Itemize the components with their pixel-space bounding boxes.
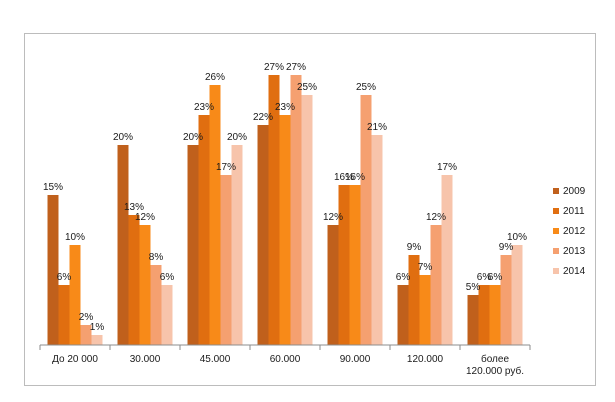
x-tick-label-3: 60.000 xyxy=(270,354,301,365)
value-label-2011-3: 27% xyxy=(264,62,284,73)
bar-2013-2 xyxy=(220,175,232,345)
bar-2009-2 xyxy=(187,145,199,345)
bar-2011-4 xyxy=(338,185,350,345)
bar-2012-6 xyxy=(489,285,501,345)
value-label-2012-2: 26% xyxy=(205,72,225,83)
bar-2014-6 xyxy=(511,245,523,345)
bar-2011-2 xyxy=(198,115,210,345)
bar-2012-1 xyxy=(139,225,151,345)
bar-2009-4 xyxy=(327,225,339,345)
bar-2012-2 xyxy=(209,85,221,345)
legend-swatch-2012 xyxy=(553,228,559,234)
bar-2013-0 xyxy=(80,325,92,345)
bar-2013-4 xyxy=(360,95,372,345)
bar-2011-5 xyxy=(408,255,420,345)
value-label-2014-0: 1% xyxy=(90,322,105,333)
bar-2009-0 xyxy=(47,195,59,345)
bar-2013-6 xyxy=(500,255,512,345)
x-tick-label-6: 120.000 руб. xyxy=(466,365,524,377)
legend-swatch-2013 xyxy=(553,248,559,254)
legend-swatch-2011 xyxy=(553,208,559,214)
value-label-2013-2: 17% xyxy=(216,162,236,173)
value-label-2014-4: 21% xyxy=(367,122,387,133)
value-label-2011-5: 9% xyxy=(407,242,422,253)
bar-2012-0 xyxy=(69,245,81,345)
value-label-2012-6: 6% xyxy=(488,272,503,283)
bar-2014-3 xyxy=(301,95,313,345)
value-label-2013-4: 25% xyxy=(356,82,376,93)
bar-2014-0 xyxy=(91,335,103,345)
bar-2013-1 xyxy=(150,265,162,345)
bar-2014-5 xyxy=(441,175,453,345)
bar-2012-3 xyxy=(279,115,291,345)
value-label-2009-3: 22% xyxy=(253,112,273,123)
value-label-2012-0: 10% xyxy=(65,232,85,243)
value-label-2014-2: 20% xyxy=(227,132,247,143)
value-label-2011-0: 6% xyxy=(57,272,72,283)
x-tick-label-4: 90.000 xyxy=(340,354,371,365)
bar-2009-1 xyxy=(117,145,129,345)
value-label-2011-1: 13% xyxy=(124,202,144,213)
bar-2009-5 xyxy=(397,285,409,345)
value-label-2014-6: 10% xyxy=(507,232,527,243)
bar-2014-4 xyxy=(371,135,383,345)
bar-2012-4 xyxy=(349,185,361,345)
x-tick-label-2: 45.000 xyxy=(200,354,231,365)
legend-label-2014: 2014 xyxy=(563,266,586,277)
value-label-2013-6: 9% xyxy=(499,242,514,253)
value-label-2009-6: 5% xyxy=(466,282,481,293)
x-tick-label-6: более xyxy=(481,353,509,365)
x-tick-label-0: До 20 000 xyxy=(52,354,98,365)
value-label-2013-0: 2% xyxy=(79,312,94,323)
bars-group xyxy=(47,75,523,345)
value-label-2012-3: 23% xyxy=(275,102,295,113)
value-label-2011-6: 6% xyxy=(477,272,492,283)
x-axis: До 20 000 30.000 45.000 60.000 90.000 120.000… xyxy=(39,344,531,377)
value-label-2009-0: 15% xyxy=(43,182,63,193)
bar-2013-5 xyxy=(430,225,442,345)
value-label-2013-5: 12% xyxy=(426,212,446,223)
bar-2013-3 xyxy=(290,75,302,345)
bar-2011-3 xyxy=(268,75,280,345)
x-tick-label-5: 120.000 xyxy=(407,354,444,365)
bar-2009-6 xyxy=(467,295,479,345)
bar-2011-6 xyxy=(478,285,490,345)
bar-2011-1 xyxy=(128,215,140,345)
value-label-2009-2: 20% xyxy=(183,132,203,143)
legend-label-2012: 2012 xyxy=(563,226,586,237)
bar-2014-2 xyxy=(231,145,243,345)
value-label-2013-1: 8% xyxy=(149,252,164,263)
value-label-2012-1: 12% xyxy=(135,212,155,223)
bar-2012-5 xyxy=(419,275,431,345)
value-label-2011-4: 16% xyxy=(334,172,354,183)
value-label-2013-3: 27% xyxy=(286,62,306,73)
value-label-2014-5: 17% xyxy=(437,162,457,173)
legend-label-2013: 2013 xyxy=(563,246,586,257)
legend-label-2011: 2011 xyxy=(563,206,585,217)
value-label-2012-5: 7% xyxy=(418,262,433,273)
value-label-2009-1: 20% xyxy=(113,132,133,143)
value-label-2009-4: 12% xyxy=(323,212,343,223)
value-label-2014-1: 6% xyxy=(160,272,175,283)
x-tick-label-1: 30.000 xyxy=(130,354,161,365)
value-label-2012-4: 16% xyxy=(345,172,365,183)
bar-2014-1 xyxy=(161,285,173,345)
value-labels-group: 15%20% 20%22%12%6%5%6%13%23%27%16%9%6%10%… xyxy=(43,62,527,333)
legend: 2009 2011 2012 2013 2014 xyxy=(553,186,586,277)
bar-2011-0 xyxy=(58,285,70,345)
legend-swatch-2009 xyxy=(553,188,559,194)
legend-swatch-2014 xyxy=(553,268,559,274)
value-label-2014-3: 25% xyxy=(297,82,317,93)
value-label-2009-5: 6% xyxy=(396,272,411,283)
legend-label-2009: 2009 xyxy=(563,186,586,197)
value-label-2011-2: 23% xyxy=(194,102,214,113)
bar-2009-3 xyxy=(257,125,269,345)
